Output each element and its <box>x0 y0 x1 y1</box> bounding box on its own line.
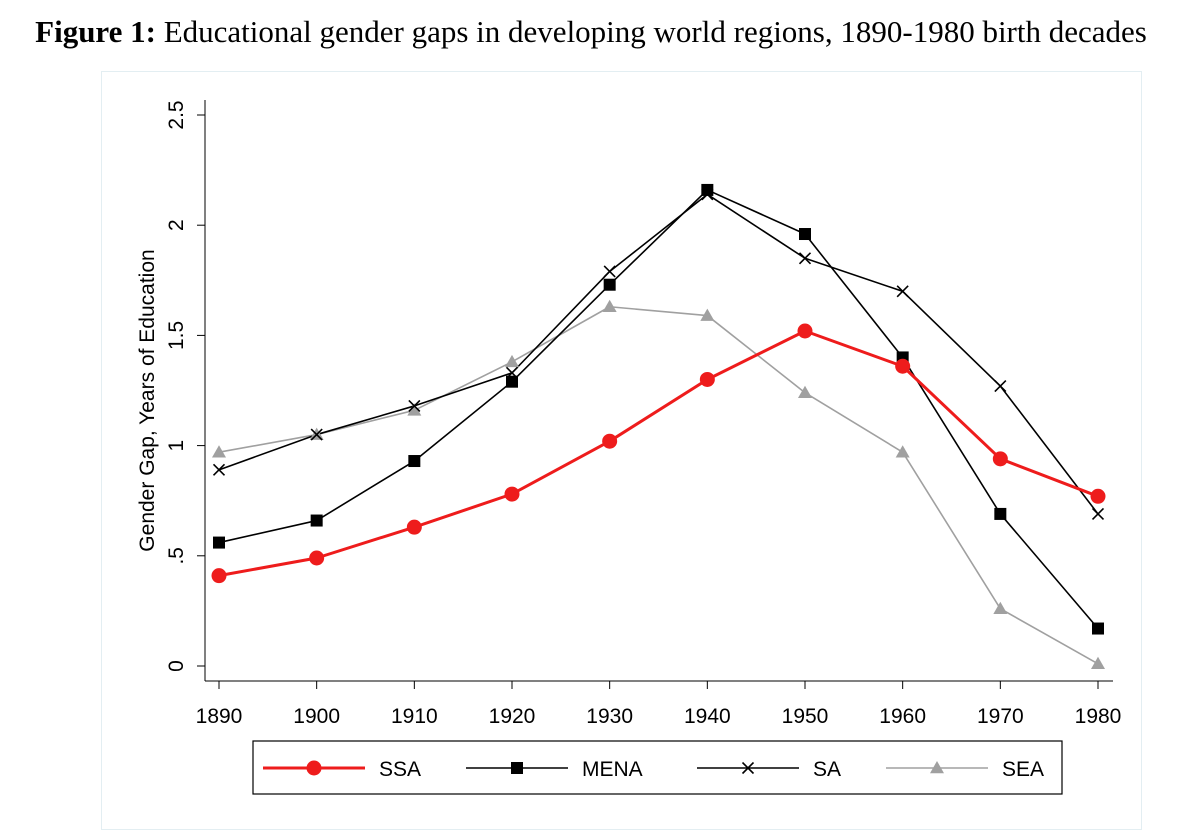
data-point-mena <box>799 228 811 241</box>
x-tick-label: 1970 <box>977 705 1024 728</box>
data-point-sa <box>310 428 323 441</box>
legend-label-sea: SEA <box>1002 758 1044 781</box>
figure-title: Figure 1: Educational gender gaps in dev… <box>0 14 1182 50</box>
data-point-ssa <box>797 323 813 339</box>
x-tick-label: 1930 <box>586 705 633 728</box>
data-point-ssa <box>1090 488 1106 504</box>
data-point-sa <box>896 285 909 298</box>
data-point-sea <box>798 385 812 398</box>
data-point-ssa <box>211 568 227 584</box>
data-point-sea <box>993 601 1008 614</box>
x-tick-label: 1940 <box>684 705 731 728</box>
figure-caption: Educational gender gaps in developing wo… <box>163 14 1147 49</box>
data-point-sea <box>602 299 617 312</box>
y-tick-label: 2.5 <box>165 100 188 129</box>
data-point-sa-stroke-b <box>798 252 812 265</box>
y-axis-label: Gender Gap, Years of Education <box>136 249 159 551</box>
x-tick-label: 1960 <box>879 705 926 728</box>
data-point-sa <box>798 252 812 265</box>
data-point-ssa <box>699 371 715 387</box>
legend-marker-sa <box>741 761 755 775</box>
y-tick-label: 1.5 <box>165 321 188 350</box>
x-tick-label: 1910 <box>391 705 438 728</box>
data-point-mena <box>506 375 518 388</box>
legend: SSA MENA SA SEA <box>252 740 1063 795</box>
y-tick-label: 2 <box>165 219 188 231</box>
y-tick-label: .5 <box>165 547 188 565</box>
data-point-sea <box>895 445 910 458</box>
x-tick-label: 1920 <box>489 705 536 728</box>
x-tick-label: 1900 <box>293 705 340 728</box>
data-point-sea <box>212 445 226 458</box>
figure-label: Figure 1: <box>35 14 156 49</box>
series-line-sea <box>218 305 1099 665</box>
data-point-sa <box>408 399 421 412</box>
data-point-mena <box>310 514 323 527</box>
axes: 0 .5 1 1.5 2 2.5 Gender Gap, Years of Educatio… <box>136 100 1121 728</box>
data-point-mena <box>701 183 714 196</box>
data-point-mena <box>1092 622 1104 635</box>
x-tick-label: 1980 <box>1075 705 1122 728</box>
legend-marker-ssa <box>306 760 322 776</box>
data-point-ssa <box>406 519 422 535</box>
data-point-ssa <box>504 486 520 502</box>
data-point-sea <box>700 308 715 321</box>
data-point-sa-stroke-b <box>896 285 909 298</box>
data-point-sa <box>994 380 1007 393</box>
data-point-ssa <box>895 358 911 374</box>
data-point-mena <box>994 507 1007 520</box>
data-point-sa-stroke-b <box>1091 507 1105 520</box>
series-line-ssa <box>218 329 1099 578</box>
legend-label-mena: MENA <box>582 758 643 781</box>
data-point-mena <box>603 278 616 291</box>
series-line-mena <box>218 189 1099 630</box>
data-point-sa <box>1091 507 1105 520</box>
data-point-mena <box>213 536 225 549</box>
data-point-sa-stroke-b <box>212 463 226 476</box>
data-point-sa <box>212 463 226 476</box>
data-point-ssa <box>992 451 1008 467</box>
legend-label-sa: SA <box>813 758 841 781</box>
data-point-sea <box>505 354 519 368</box>
plot-markers <box>211 183 1106 670</box>
x-tick-label: 1890 <box>196 705 243 728</box>
data-point-ssa <box>309 550 325 566</box>
plot-lines <box>218 189 1099 665</box>
data-point-sa-stroke-b <box>408 399 421 412</box>
series-line-sa <box>218 193 1099 515</box>
data-point-sea <box>407 403 422 416</box>
data-point-sa <box>603 265 616 278</box>
data-point-sea <box>1091 656 1105 670</box>
legend-marker-mena <box>511 762 523 774</box>
data-point-ssa <box>602 433 618 449</box>
data-point-sa-stroke-b <box>994 380 1007 393</box>
x-tick-label: 1950 <box>782 705 829 728</box>
data-point-sa-stroke-b <box>310 428 323 441</box>
legend-marker-sa-stroke-b <box>741 761 755 775</box>
y-tick-label: 1 <box>165 440 188 452</box>
data-point-sa-stroke-b <box>603 265 616 278</box>
legend-label-ssa: SSA <box>379 758 421 781</box>
data-point-mena <box>408 455 421 468</box>
legend-marker-sea <box>930 761 944 774</box>
y-tick-label: 0 <box>165 660 188 672</box>
